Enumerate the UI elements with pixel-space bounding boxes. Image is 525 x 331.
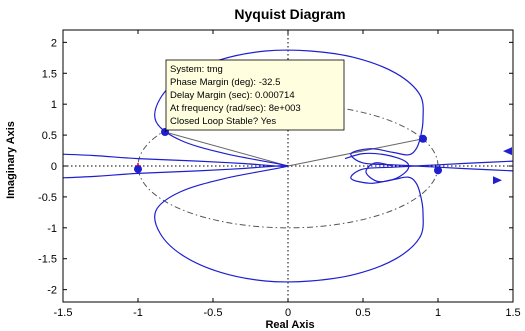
margin-marker-1 — [134, 165, 142, 174]
x-tick-label: 0.5 — [355, 307, 370, 319]
y-tick-label: -2 — [47, 285, 57, 297]
x-tick-label: -1.5 — [54, 307, 73, 319]
nyquist-curve-lower — [63, 160, 513, 283]
x-tick-label: 1.5 — [505, 307, 520, 319]
phase-margin-line-1 — [287, 138, 424, 167]
x-tick-label: -0.5 — [204, 307, 223, 319]
margin-marker-3 — [434, 166, 442, 175]
phase-margin-line-0 — [164, 131, 289, 167]
y-tick-label: 0.5 — [42, 130, 57, 142]
x-tick-label: 1 — [435, 307, 441, 319]
y-axis-label: Imaginary Axis — [5, 121, 17, 199]
datatip: System: tmg Phase Margin (deg): -32.5 Dela… — [164, 59, 345, 133]
nyquist-inner-loop — [344, 152, 410, 183]
datatip-line: Delay Margin (sec): 0.000714 — [170, 90, 295, 101]
datatip-line: At frequency (rad/sec): 8e+003 — [170, 103, 301, 114]
margin-marker-2 — [419, 134, 427, 143]
direction-arrow-1 — [493, 176, 502, 185]
tick-labels: -1.5 -1 -0.5 0 0.5 1 1.5 2 1.5 1 0.5 0 -0.5 -1 -1.5 -2 — [38, 37, 521, 319]
datatip-line: Phase Margin (deg): -32.5 — [170, 77, 280, 88]
x-tick-label: 0 — [285, 307, 291, 319]
y-tick-label: 1.5 — [42, 68, 57, 80]
direction-arrow-0 — [503, 147, 512, 156]
y-tick-label: 1 — [51, 99, 57, 111]
y-tick-label: -1.5 — [38, 254, 57, 266]
y-tick-label: -0.5 — [38, 192, 57, 204]
y-tick-label: -1 — [47, 223, 57, 235]
datatip-box — [165, 59, 345, 131]
chart-title: Nyquist Diagram — [234, 6, 345, 22]
x-tick-label: -1 — [133, 307, 143, 319]
x-axis-label: Real Axis — [265, 319, 314, 331]
datatip-line: Closed Loop Stable? Yes — [170, 116, 276, 127]
y-tick-label: 2 — [51, 37, 57, 49]
y-tick-label: 0 — [51, 161, 57, 173]
datatip-line: System: tmg — [170, 64, 223, 75]
